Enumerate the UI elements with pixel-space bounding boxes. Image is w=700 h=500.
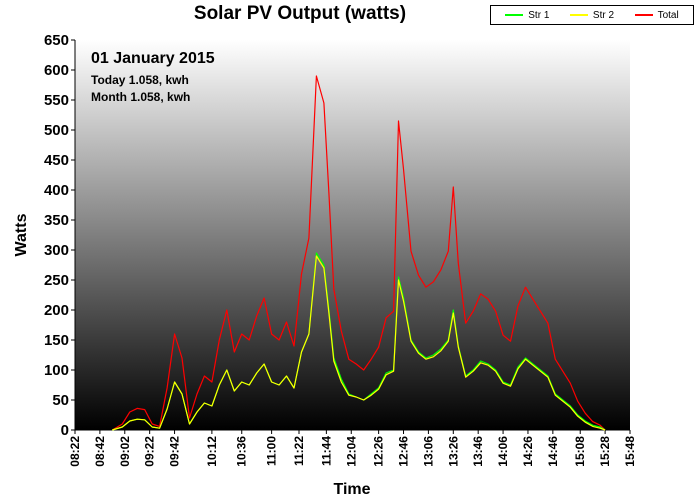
x-tick-label: 15:08 — [573, 436, 587, 467]
legend-label-total: Total — [657, 9, 679, 21]
legend-item-str2: Str 2 — [569, 9, 615, 21]
month-annotation: Month 1.058, kwh — [91, 90, 190, 104]
y-axis-title: Watts — [13, 213, 30, 256]
x-tick-label: 10:36 — [235, 436, 249, 467]
x-tick-label: 10:12 — [205, 436, 219, 467]
x-tick-label: 08:42 — [93, 436, 107, 467]
y-tick-label: 300 — [44, 242, 69, 259]
x-tick-label: 14:26 — [521, 436, 535, 467]
x-tick-label: 14:06 — [496, 436, 510, 467]
legend-swatch-total — [634, 14, 653, 16]
x-tick-label: 15:48 — [623, 436, 637, 467]
y-tick-label: 500 — [44, 122, 69, 139]
y-axis: 0 50 100 150 200 250 300 350 400 450 500 550 600 650 — [44, 32, 76, 439]
x-tick-label: 13:26 — [446, 436, 460, 467]
x-axis: 08:22 08:42 09:02 09:22 09:42 10:12 10:36 11:00… — [68, 429, 637, 467]
legend-label-str2: Str 2 — [592, 9, 615, 21]
x-tick-label: 11:00 — [265, 436, 279, 466]
x-tick-label: 13:06 — [421, 436, 435, 467]
legend: Str 1 Str 2 Total — [490, 5, 694, 25]
x-tick-label: 11:22 — [292, 436, 306, 466]
x-tick-label: 12:46 — [397, 436, 411, 467]
chart-title: Solar PV Output (watts) — [193, 3, 407, 24]
x-axis-title: Time — [333, 481, 370, 498]
x-tick-label: 09:42 — [168, 436, 182, 467]
y-tick-label: 650 — [44, 32, 69, 49]
series-line-total — [111, 75, 606, 431]
y-tick-label: 600 — [44, 62, 69, 79]
y-tick-label: 450 — [44, 152, 69, 169]
x-tick-label: 13:46 — [471, 436, 485, 467]
date-annotation: 01 January 2015 — [91, 50, 215, 67]
x-tick-label: 15:28 — [598, 436, 612, 467]
y-tick-label: 200 — [44, 302, 69, 319]
x-tick-label: 09:02 — [118, 436, 132, 467]
y-tick-label: 100 — [44, 362, 69, 379]
y-tick-label: 150 — [44, 332, 69, 349]
x-tick-label: 11:44 — [319, 436, 333, 466]
y-tick-label: 550 — [44, 92, 69, 109]
y-tick-label: 400 — [44, 182, 69, 199]
plot-area — [75, 40, 630, 430]
y-tick-label: 250 — [44, 272, 69, 289]
legend-item-total: Total — [634, 9, 679, 21]
today-annotation: Today 1.058, kwh — [91, 73, 189, 87]
y-tick-label: 350 — [44, 212, 69, 229]
series-line-str-2 — [112, 255, 606, 431]
legend-swatch-str1 — [505, 14, 524, 16]
x-tick-label: 09:22 — [143, 436, 157, 467]
x-tick-label: 14:46 — [546, 436, 560, 467]
x-tick-label: 08:22 — [68, 436, 82, 467]
legend-label-str1: Str 1 — [528, 9, 550, 21]
legend-swatch-str2 — [569, 14, 588, 16]
x-tick-label: 12:04 — [344, 436, 358, 467]
y-tick-label: 0 — [61, 422, 69, 439]
legend-item-str1: Str 1 — [505, 10, 549, 21]
y-tick-label: 50 — [52, 392, 69, 409]
series-layer — [111, 75, 606, 431]
x-tick-label: 12:26 — [372, 436, 386, 467]
